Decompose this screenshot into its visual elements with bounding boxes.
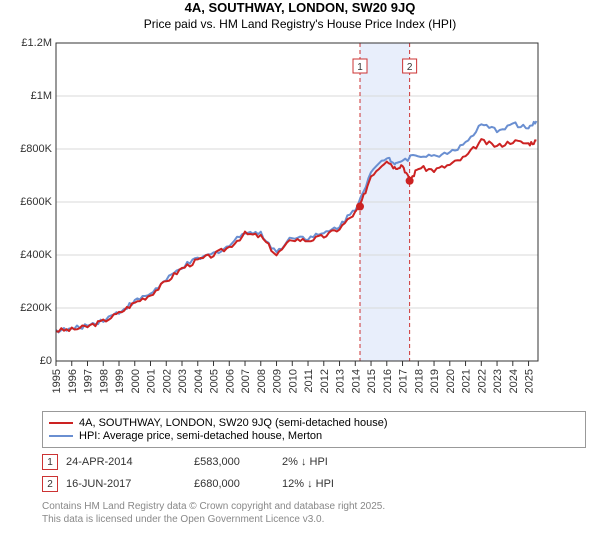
svg-text:2009: 2009 [272, 369, 284, 393]
svg-text:2008: 2008 [256, 369, 268, 393]
svg-text:2017: 2017 [398, 369, 410, 393]
sale-delta: 2% ↓ HPI [282, 456, 402, 468]
svg-text:2012: 2012 [319, 369, 331, 393]
footer-line: Contains HM Land Registry data © Crown c… [42, 500, 586, 513]
svg-text:1: 1 [357, 62, 363, 73]
svg-text:2004: 2004 [193, 369, 205, 393]
svg-text:2006: 2006 [224, 369, 236, 393]
svg-text:1996: 1996 [67, 369, 79, 393]
sales-list: 1 24-APR-2014 £583,000 2% ↓ HPI 2 16-JUN-2017… [0, 454, 600, 492]
svg-text:2025: 2025 [524, 369, 536, 393]
svg-text:2022: 2022 [476, 369, 488, 393]
footer-line: This data is licensed under the Open Gov… [42, 513, 586, 526]
svg-text:2010: 2010 [287, 369, 299, 393]
sale-price: £680,000 [194, 478, 274, 490]
svg-text:2019: 2019 [429, 369, 441, 393]
y-axis-label: £1M [31, 90, 52, 102]
y-axis-label: £800K [20, 143, 52, 155]
svg-text:2005: 2005 [209, 369, 221, 393]
y-axis-label: £600K [20, 196, 52, 208]
svg-text:2013: 2013 [335, 369, 347, 393]
svg-text:2021: 2021 [461, 369, 473, 393]
footer: Contains HM Land Registry data © Crown c… [42, 500, 586, 526]
y-axis-label: £1.2M [21, 37, 52, 49]
legend-swatch [49, 422, 73, 424]
y-axis-label: £400K [20, 249, 52, 261]
chart-area: 1219951996199719981999200020012002200320… [14, 37, 586, 407]
svg-text:2003: 2003 [177, 369, 189, 393]
sale-price: £583,000 [194, 456, 274, 468]
svg-text:2020: 2020 [445, 369, 457, 393]
svg-text:2015: 2015 [366, 369, 378, 393]
svg-text:2016: 2016 [382, 369, 394, 393]
sale-delta: 12% ↓ HPI [282, 478, 402, 490]
sale-row: 2 16-JUN-2017 £680,000 12% ↓ HPI [42, 476, 586, 492]
svg-text:2011: 2011 [303, 369, 315, 393]
svg-text:2018: 2018 [413, 369, 425, 393]
svg-text:1995: 1995 [51, 369, 63, 393]
legend-item: HPI: Average price, semi-detached house,… [49, 430, 579, 442]
sale-marker-box: 2 [42, 476, 58, 492]
legend: 4A, SOUTHWAY, LONDON, SW20 9JQ (semi-det… [42, 411, 586, 448]
line-chart: 1219951996199719981999200020012002200320… [14, 37, 544, 407]
sale-marker-box: 1 [42, 454, 58, 470]
page-subtitle: Price paid vs. HM Land Registry's House … [0, 17, 600, 31]
svg-text:1997: 1997 [83, 369, 95, 393]
svg-text:2000: 2000 [130, 369, 142, 393]
page-title: 4A, SOUTHWAY, LONDON, SW20 9JQ [0, 0, 600, 15]
y-axis-label: £200K [20, 302, 52, 314]
sale-row: 1 24-APR-2014 £583,000 2% ↓ HPI [42, 454, 586, 470]
legend-label: 4A, SOUTHWAY, LONDON, SW20 9JQ (semi-det… [79, 417, 388, 429]
svg-text:2024: 2024 [508, 369, 520, 393]
svg-text:2001: 2001 [146, 369, 158, 393]
legend-item: 4A, SOUTHWAY, LONDON, SW20 9JQ (semi-det… [49, 417, 579, 429]
svg-text:1999: 1999 [114, 369, 126, 393]
svg-text:2: 2 [407, 62, 413, 73]
sale-date: 24-APR-2014 [66, 456, 186, 468]
svg-text:1998: 1998 [98, 369, 110, 393]
svg-text:2023: 2023 [492, 369, 504, 393]
svg-text:2002: 2002 [161, 369, 173, 393]
y-axis-label: £0 [40, 355, 52, 367]
svg-text:2014: 2014 [350, 369, 362, 393]
sale-date: 16-JUN-2017 [66, 478, 186, 490]
legend-swatch [49, 435, 73, 437]
svg-text:2007: 2007 [240, 369, 252, 393]
legend-label: HPI: Average price, semi-detached house,… [79, 430, 322, 442]
